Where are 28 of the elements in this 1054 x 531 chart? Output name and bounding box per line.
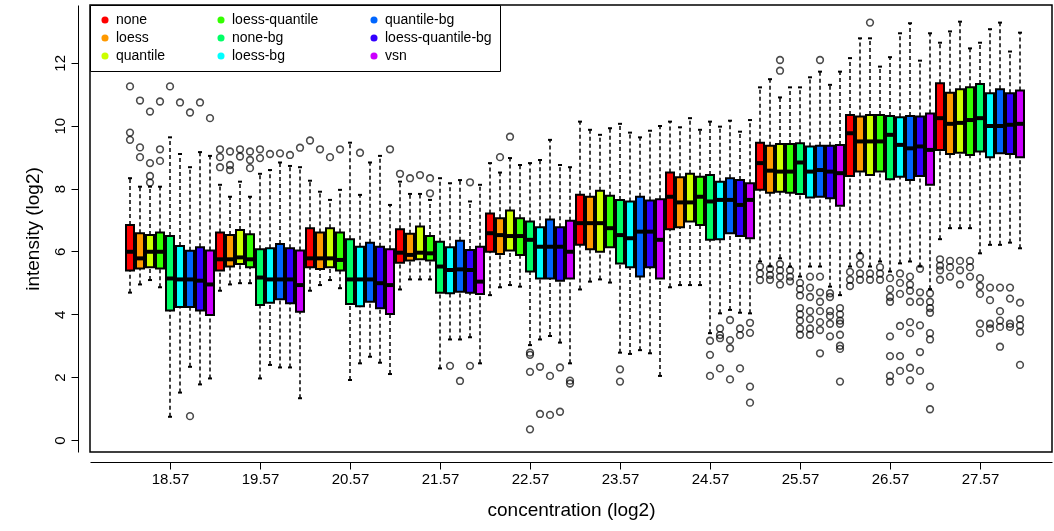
x-tick-label: 27.57 (961, 469, 1000, 487)
x-tick-label: 25.57 (781, 469, 820, 487)
y-tick-label: 2 (50, 373, 68, 382)
y-tick-label: 10 (50, 117, 68, 135)
x-tick-label: 19.57 (241, 469, 280, 487)
legend-label: quantile (116, 47, 166, 63)
x-tick-label: 22.57 (511, 469, 550, 487)
y-tick-label: 4 (50, 310, 68, 319)
legend-label: vsn (385, 47, 407, 63)
legend-label: none-bg (232, 29, 284, 45)
x-tick-label: 24.57 (691, 469, 730, 487)
legend-label: loess-bg (232, 47, 285, 63)
x-tick-label: 26.57 (871, 469, 910, 487)
x-tick-label: 21.57 (421, 469, 460, 487)
y-tick-label: 8 (50, 184, 68, 194)
legend-label: loess (116, 29, 149, 45)
legend-label: quantile-bg (385, 11, 455, 27)
y-tick-label: 0 (50, 436, 68, 445)
legend-label: loess-quantile-bg (385, 29, 492, 45)
legend-label: none (116, 11, 148, 27)
x-tick-label: 18.57 (151, 469, 190, 487)
y-axis-title: intensity (log2) (21, 167, 43, 291)
y-tick-label: 12 (50, 55, 68, 72)
x-tick-label: 20.57 (331, 469, 370, 487)
legend-label: loess-quantile (232, 11, 319, 27)
y-tick-label: 6 (50, 247, 68, 257)
x-tick-label: 23.57 (601, 469, 640, 487)
x-axis-title: concentration (log2) (487, 498, 656, 520)
